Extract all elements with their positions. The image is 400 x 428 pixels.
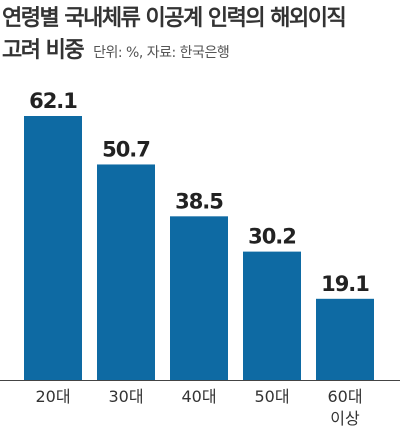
- x-tick-label-1: 30대: [108, 387, 143, 406]
- title-line-2: 고려 비중 단위: %, 자료: 한국은행: [2, 32, 230, 64]
- value-label-3: 30.2: [248, 225, 296, 249]
- bars-group: 62.1 50.7 38.5 30.2 19.1: [24, 89, 374, 380]
- bar-2: [170, 216, 228, 380]
- value-label-2: 38.5: [175, 189, 223, 213]
- x-tick-label-2: 40대: [181, 387, 216, 406]
- bar-4: [316, 298, 374, 380]
- value-label-4: 19.1: [321, 272, 369, 296]
- chart-title-continued: 고려 비중: [2, 38, 85, 63]
- bar-0: [24, 116, 82, 380]
- bar-1: [97, 164, 155, 380]
- x-tick-label-4-line-0: 60대: [327, 387, 362, 406]
- x-tick-label-3: 50대: [254, 387, 289, 406]
- value-label-0: 62.1: [29, 89, 77, 113]
- bar-3: [243, 251, 301, 380]
- x-tick-label-0: 20대: [35, 387, 70, 406]
- x-tick-label-4-line-1: 이상: [330, 409, 360, 428]
- unit-source-note: 단위: %, 자료: 한국은행: [93, 45, 230, 61]
- chart-title: 연령별 국내체류 이공계 인력의 해외이직: [2, 6, 347, 31]
- value-label-1: 50.7: [102, 137, 150, 161]
